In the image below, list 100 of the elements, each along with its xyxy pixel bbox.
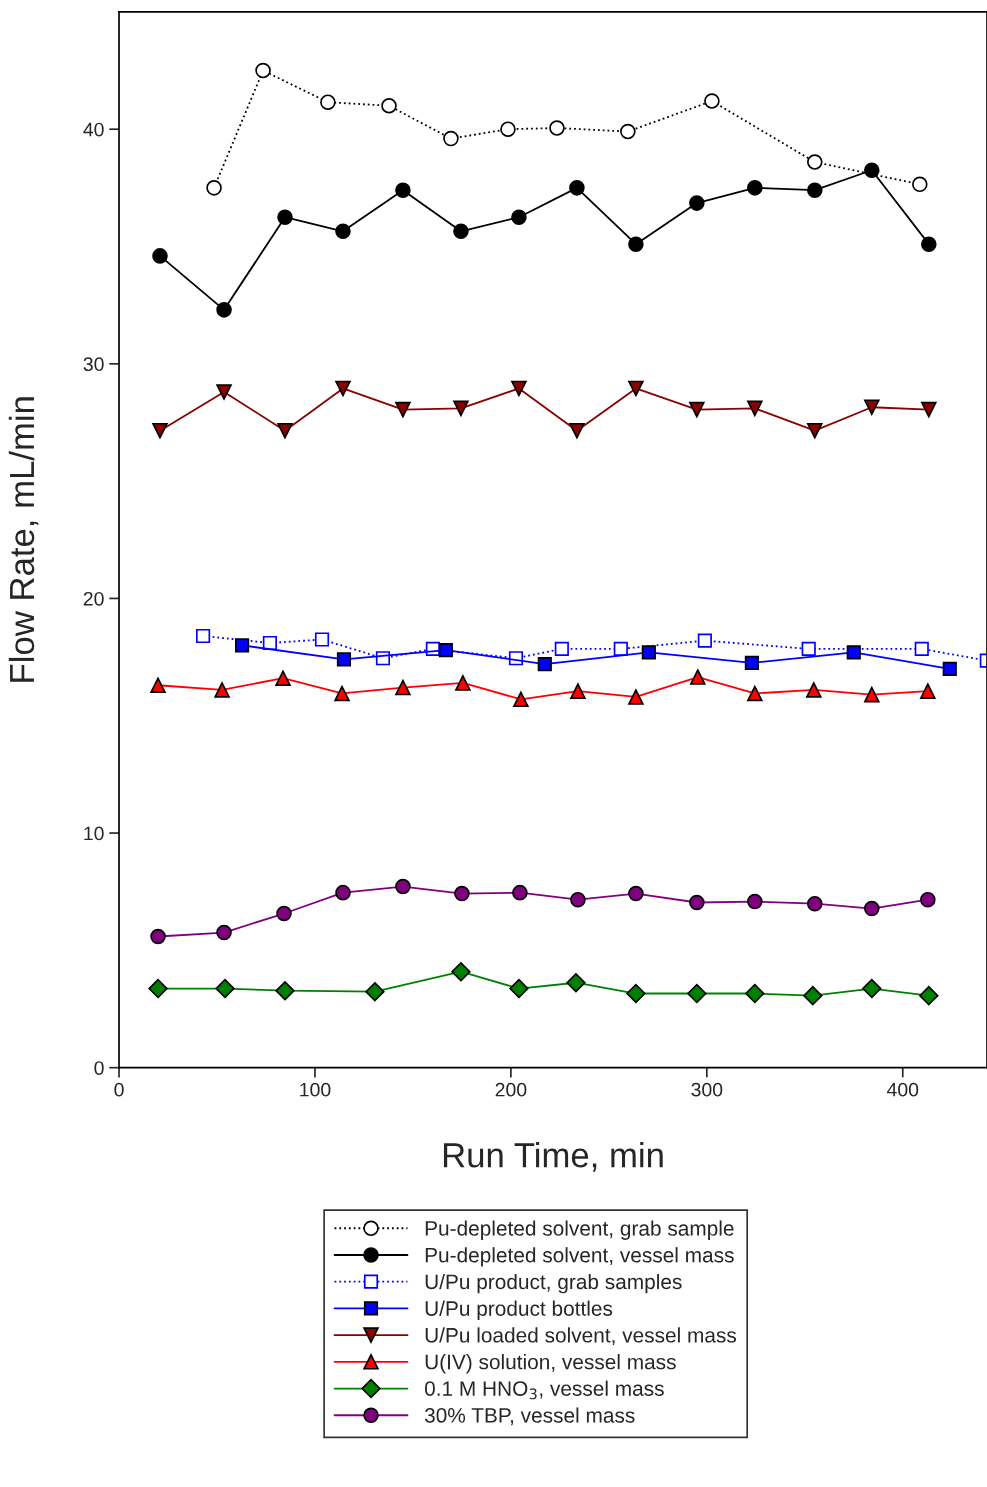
y-tick-label: 20 [83,591,104,606]
point [689,195,705,211]
point [620,123,636,140]
point [687,983,707,1004]
point [628,885,644,902]
point [537,657,552,672]
point [920,683,936,699]
point [395,679,411,696]
point [335,380,351,397]
point [806,422,823,439]
point [214,682,230,698]
point [704,93,720,109]
point [395,401,411,418]
point [747,400,763,417]
point [690,669,706,685]
point [335,884,351,901]
point [234,638,250,653]
point [864,900,880,917]
point [335,223,351,240]
x-axis-title: Run Time, min [443,1142,663,1172]
point [806,682,822,698]
point [395,182,411,198]
point [216,384,232,400]
point [365,981,385,1002]
point [641,645,656,660]
point [455,675,471,691]
point [914,641,929,656]
point [920,891,936,908]
point [744,655,759,671]
point [381,97,397,114]
point [569,422,585,439]
point [451,962,471,982]
point [277,209,293,225]
point [453,223,469,240]
point [549,120,565,136]
point [150,677,166,694]
point [566,973,586,993]
point [554,641,569,656]
point [569,180,585,196]
point [454,885,470,902]
y-tick-label: 0 [94,1061,104,1075]
point [206,180,222,196]
point [216,302,232,318]
point [864,399,880,416]
point [628,689,644,705]
legend-label: U/Pu product bottles [425,1300,613,1321]
y-axis-title: Flow Rate, mL/min [8,397,39,682]
point [921,401,937,418]
point [314,632,330,647]
x-tick-label: 200 [495,1082,527,1097]
point [912,176,928,193]
point [864,162,880,179]
point [806,154,823,170]
point [500,121,516,137]
point [320,94,336,111]
point [511,380,527,397]
point [336,652,352,667]
point [919,985,939,1006]
x-tick-label: 400 [886,1082,919,1097]
point [196,628,211,644]
point [864,686,880,703]
point [334,685,350,702]
point [806,182,823,198]
point [275,670,291,686]
point [215,978,235,999]
point [689,401,705,418]
legend-label: 30% TBP, vessel mass [424,1407,635,1426]
point [511,209,527,225]
point [747,893,763,910]
point [509,978,529,999]
point [150,928,166,945]
point [862,978,882,999]
legend-label: 0.1 M HNO$_{3}$, vessel mass [424,1380,664,1400]
point [453,400,469,417]
point [443,130,459,147]
legend-label: U/Pu loaded solvent, vessel mass [425,1327,737,1346]
x-tick-label: 100 [300,1082,331,1097]
point [626,983,646,1004]
point [806,895,823,912]
point [276,905,292,922]
point [801,641,816,656]
point [513,691,529,708]
point [148,978,168,999]
point [512,884,528,901]
point [628,236,644,252]
point [747,685,763,702]
legend-label: Pu-depleted solvent, grab sample [425,1220,734,1240]
point [697,633,712,648]
point [216,924,232,941]
point [747,180,763,196]
y-tick-label: 30 [83,357,104,372]
point [152,422,168,439]
point [628,380,644,397]
point [277,422,293,439]
point [395,878,411,895]
point [846,645,861,660]
point [275,981,295,1001]
point [745,983,765,1004]
point [438,642,453,658]
x-tick-label: 300 [691,1082,723,1097]
